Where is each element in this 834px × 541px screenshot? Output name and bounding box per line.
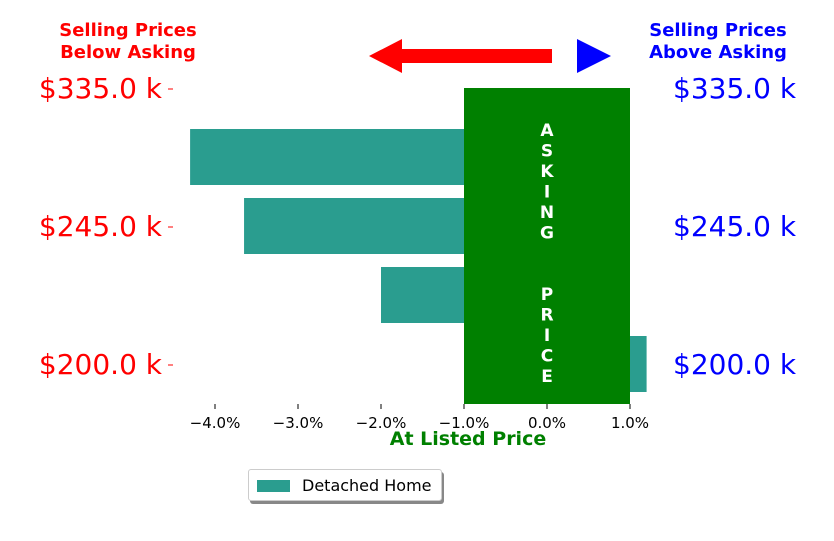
arrow-right-icon	[577, 39, 611, 73]
x-tick-label: −4.0%	[190, 414, 241, 432]
x-tick-label: −2.0%	[356, 414, 407, 432]
x-tick-label: 1.0%	[611, 414, 649, 432]
legend-swatch	[257, 480, 290, 492]
band-letter: P	[541, 285, 553, 305]
x-tick-label: −3.0%	[273, 414, 324, 432]
legend: Detached Home	[248, 469, 442, 501]
header-above-line1: Selling Prices	[649, 20, 787, 41]
header-above-line2: Above Asking	[649, 42, 787, 63]
bar	[630, 336, 647, 392]
legend-label: Detached Home	[302, 476, 432, 495]
band-letter: I	[544, 183, 550, 203]
header-below-line1: Selling Prices	[59, 20, 197, 41]
band-letter: K	[540, 162, 554, 182]
band-letter: G	[540, 224, 554, 244]
bar	[190, 129, 464, 185]
band-letter: A	[540, 121, 554, 141]
ytick-left-200: $200.0 k	[38, 348, 162, 381]
asking-price-band	[464, 88, 630, 404]
ytick-right-245: $245.0 k	[673, 210, 797, 243]
ytick-right-200: $200.0 k	[673, 348, 797, 381]
ytick-left-245: $245.0 k	[38, 210, 162, 243]
band-letter: N	[540, 203, 554, 223]
bar	[381, 267, 464, 323]
header-below-line2: Below Asking	[60, 42, 196, 63]
band-letter: E	[541, 367, 553, 387]
x-axis-title: At Listed Price	[390, 428, 546, 450]
ytick-left-335: $335.0 k	[38, 72, 162, 105]
header-below-asking: Selling Prices Below Asking	[38, 20, 218, 64]
x-tick-label: 0.0%	[528, 414, 566, 432]
arrow-left-icon	[369, 39, 552, 73]
band-letter: S	[541, 142, 553, 162]
band-letter: C	[541, 347, 553, 367]
band-letter: R	[540, 306, 553, 326]
x-tick-label: −1.0%	[439, 414, 490, 432]
bar	[244, 198, 464, 254]
header-above-asking: Selling Prices Above Asking	[626, 20, 810, 64]
ytick-right-335: $335.0 k	[673, 72, 797, 105]
band-letter: I	[544, 326, 550, 346]
